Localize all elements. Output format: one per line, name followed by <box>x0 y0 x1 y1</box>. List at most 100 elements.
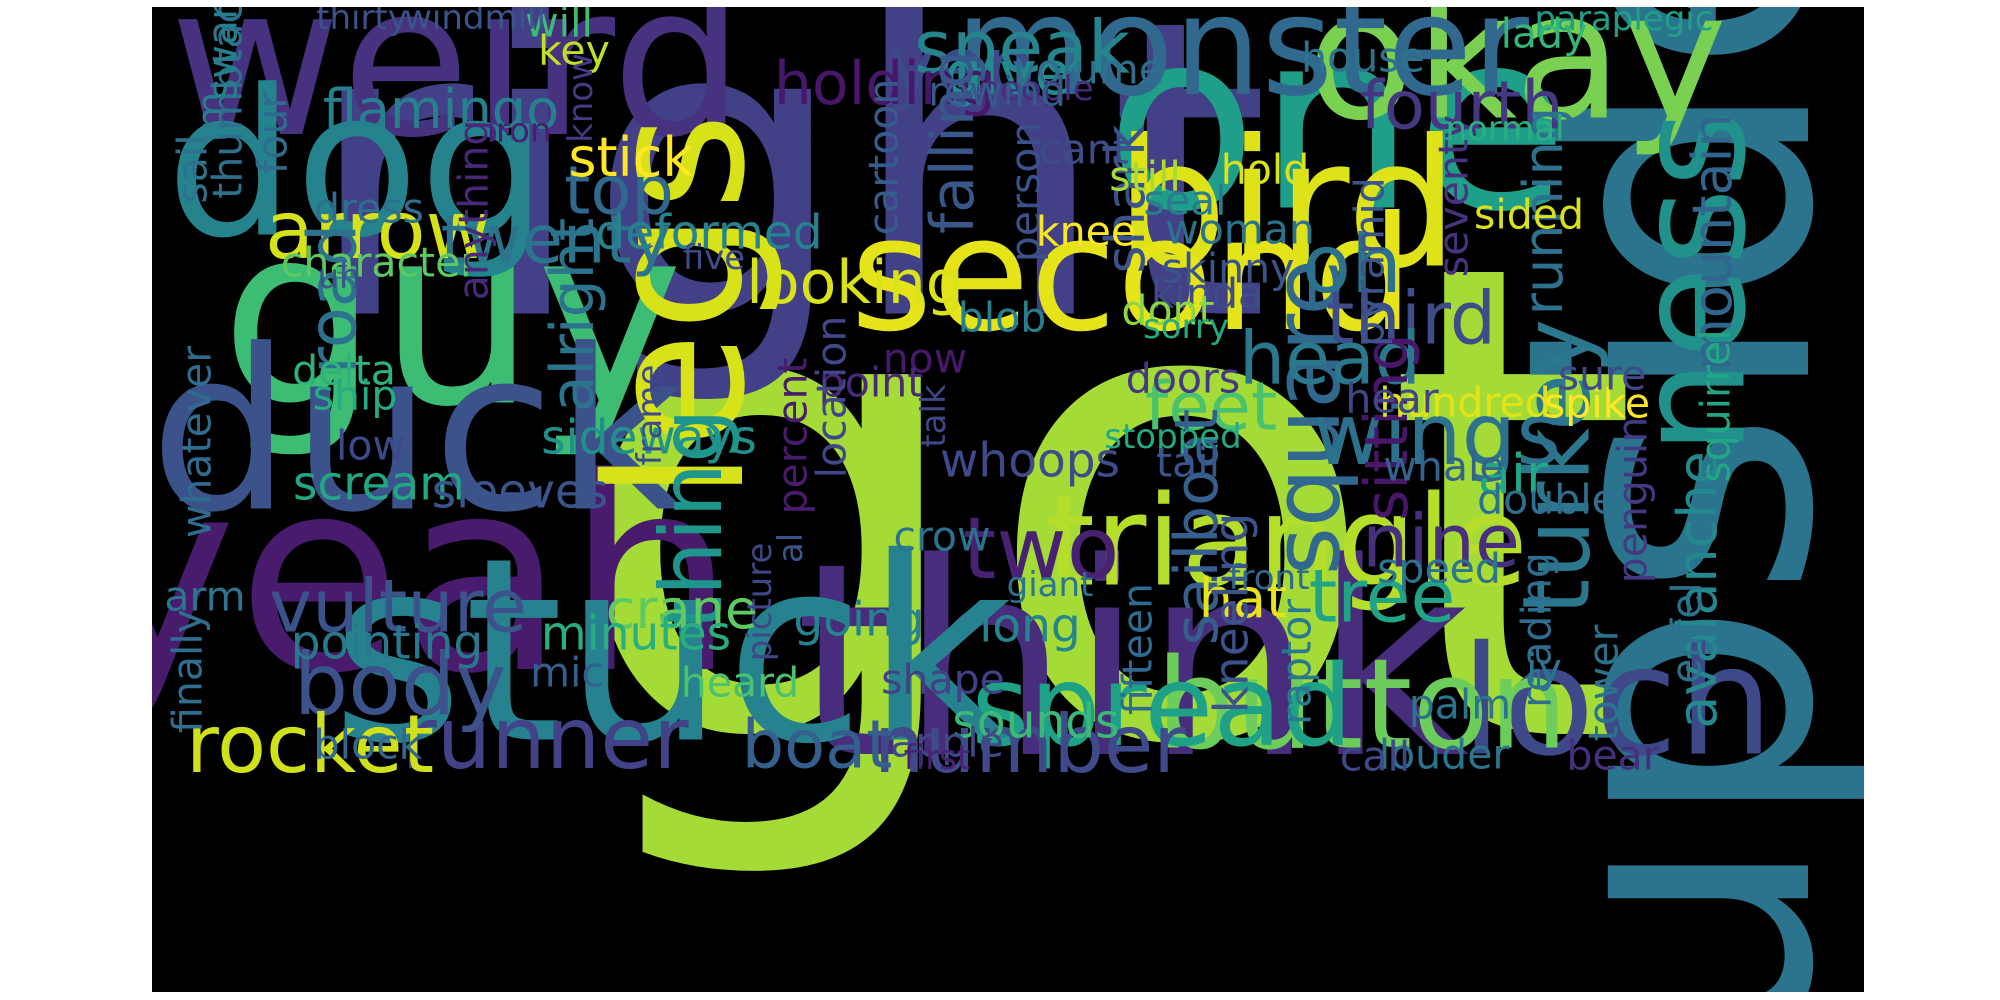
word: yep <box>888 20 1036 113</box>
word: tree <box>1308 554 1456 640</box>
word: frame <box>630 364 670 466</box>
word: sure <box>1557 351 1647 400</box>
word: arrow <box>264 184 492 277</box>
word: tail <box>1156 438 1220 487</box>
word: apple <box>890 718 1004 767</box>
word: bird <box>1115 101 1459 308</box>
word: stick <box>568 126 694 189</box>
word: head <box>1238 316 1422 402</box>
word: arm <box>164 572 246 621</box>
word: going <box>793 592 925 648</box>
word: body <box>293 635 507 735</box>
word: block <box>313 720 423 769</box>
word: woman <box>1165 205 1315 254</box>
word: cartoon <box>859 78 908 236</box>
word: penguin <box>1608 416 1657 584</box>
word: wings <box>1312 385 1562 485</box>
word: thirty <box>316 7 408 38</box>
word: deformed <box>595 205 823 261</box>
word: dog <box>166 46 548 283</box>
word: sided <box>1473 190 1585 239</box>
word: okay <box>1306 7 1728 160</box>
word: dont <box>1121 286 1215 335</box>
word: one <box>1105 7 1569 267</box>
word: talk <box>914 384 954 448</box>
word: number <box>873 698 1187 791</box>
word-cloud: got right upside think yeah stuck one gu… <box>152 7 1864 992</box>
word: kneeling <box>1204 512 1260 714</box>
word: spike <box>1543 379 1651 428</box>
word: whatever <box>172 345 221 539</box>
word: character <box>280 238 478 287</box>
word: picture <box>740 542 780 662</box>
word: eiffel <box>1662 582 1711 684</box>
word: pyramid <box>1345 177 1394 347</box>
word: key <box>538 26 610 75</box>
word: think <box>794 506 1470 818</box>
word: windmill <box>404 7 546 38</box>
word: pointing <box>290 615 484 671</box>
word: alright <box>538 217 608 413</box>
word: tower <box>1579 624 1628 742</box>
word: squirrel <box>1691 329 1740 483</box>
word: seal <box>1143 176 1227 225</box>
word: location <box>807 315 856 479</box>
word: rewind <box>927 67 1067 116</box>
word: four <box>248 91 297 175</box>
word: speak <box>913 7 1131 91</box>
word: minutes <box>540 606 732 662</box>
word: whoops <box>939 433 1121 489</box>
word: rocket <box>185 698 435 791</box>
word: bear <box>1566 731 1660 780</box>
word: crow <box>893 512 991 561</box>
word: duck <box>152 301 685 562</box>
word: louder <box>1378 730 1510 779</box>
word: iy <box>1526 644 1562 693</box>
word: air <box>1477 443 1549 506</box>
word: crane <box>605 578 759 641</box>
word: will <box>525 7 593 47</box>
word: percent <box>768 357 817 515</box>
word: skinny <box>1161 244 1295 293</box>
word: paraplegic <box>1534 7 1714 39</box>
word: uh <box>317 257 361 297</box>
word: know <box>561 53 601 143</box>
word: got <box>562 124 1642 890</box>
word: hat <box>1198 567 1288 630</box>
word: triangle <box>1046 469 1528 615</box>
word: twenty <box>440 200 672 279</box>
word: nine <box>1362 499 1520 585</box>
word: people <box>978 69 1094 109</box>
word: palm <box>1408 680 1512 729</box>
word: lady <box>1500 9 1588 58</box>
word: hold <box>1220 145 1310 194</box>
word: double <box>1477 475 1617 524</box>
word: guy <box>220 171 684 462</box>
word: front <box>1228 558 1310 598</box>
word: swan <box>198 7 247 101</box>
word: top <box>564 151 674 230</box>
word: yeah <box>152 421 736 733</box>
word: monster <box>955 7 1529 127</box>
word: second <box>850 183 1414 367</box>
word: fifteen <box>1113 582 1162 716</box>
word: mic <box>530 648 604 697</box>
word: speed <box>1377 544 1501 593</box>
word: right <box>304 7 1270 411</box>
word: giant <box>1006 565 1094 605</box>
word: kinda <box>1150 269 1264 318</box>
word: volume <box>1012 45 1164 94</box>
word: finally <box>163 609 212 733</box>
word: raptor <box>1272 598 1321 726</box>
word: fourth <box>1360 66 1564 145</box>
word: now <box>882 334 968 383</box>
word: loch <box>1460 613 1774 790</box>
word: scream <box>292 456 466 512</box>
word: whale <box>1383 442 1505 491</box>
word: sleeves <box>431 464 609 520</box>
word: five <box>682 238 746 278</box>
word: call <box>1339 732 1411 781</box>
word: stopped <box>1104 417 1242 457</box>
word: cant <box>1039 125 1129 174</box>
word: hundred <box>1379 378 1551 427</box>
